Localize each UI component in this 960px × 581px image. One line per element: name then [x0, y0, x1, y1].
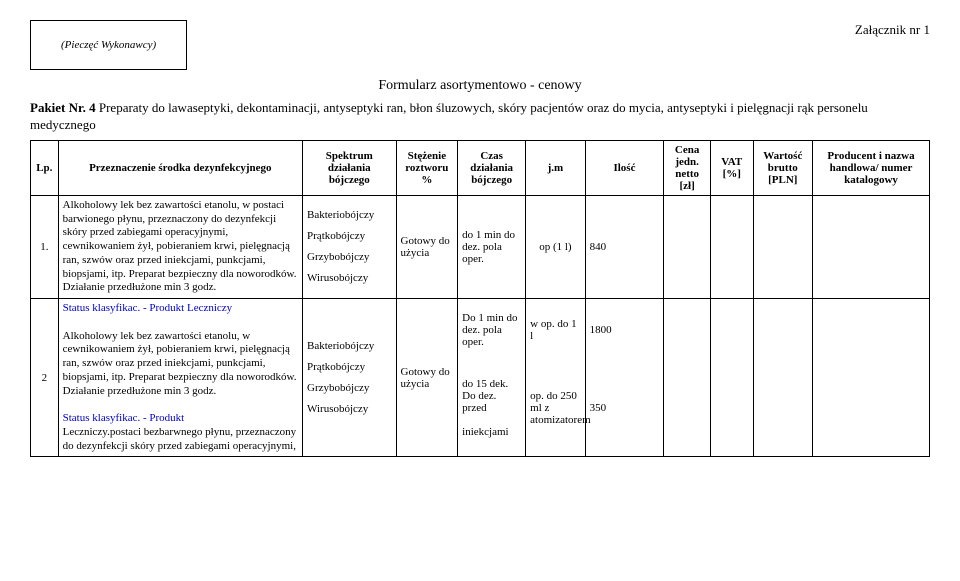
stamp-text: (Pieczęć Wykonawcy): [61, 39, 156, 51]
form-title: Formularz asortymentowo - cenowy: [30, 78, 930, 94]
czas-line: Do dez.: [462, 390, 521, 402]
spectrum-line: Prątkobójczy: [307, 226, 392, 247]
stamp-box: (Pieczęć Wykonawcy): [30, 20, 187, 70]
desc-part: Leczniczy.postaci bezbarwnego płynu, prz…: [63, 426, 297, 452]
price-table: Lp. Przeznaczenie środka dezynfekcyjnego…: [30, 140, 930, 458]
spectrum-line: Bakteriobójczy: [307, 205, 392, 226]
cell-ilosc: 350: [585, 360, 664, 457]
cell-jm: op (1 l): [526, 195, 586, 298]
cell-cena: [664, 195, 711, 298]
package-text: Preparaty do lawaseptyki, dekontaminacji…: [30, 100, 868, 132]
attachment-label: Załącznik nr 1: [855, 22, 930, 38]
status-line: Status klasyfikac. - Produkt Leczniczy: [63, 302, 298, 316]
cell-cena: [664, 299, 711, 457]
th-jm: j.m: [526, 140, 586, 195]
cell-wart: [753, 195, 813, 298]
cell-ilosc: 1800: [585, 299, 664, 361]
czas-line: przed: [462, 402, 521, 414]
status-line: Status klasyfikac. - Produkt: [63, 412, 185, 424]
th-stez: Stężenie roztworu %: [396, 140, 458, 195]
spectrum-line: Bakteriobójczy: [307, 336, 392, 357]
cell-prod: [813, 299, 930, 457]
th-spectrum: Spektrum działania bójczego: [303, 140, 397, 195]
th-wart: Wartość brutto [PLN]: [753, 140, 813, 195]
th-prod: Producent i nazwa handlowa/ numer katalo…: [813, 140, 930, 195]
cell-spectrum: Bakteriobójczy Prątkobójczy Grzybobójczy…: [303, 195, 397, 298]
cell-lp: 2: [31, 299, 59, 457]
cell-stez: Gotowy do użycia: [396, 299, 458, 457]
th-czas: Czas działania bójczego: [458, 140, 526, 195]
table-row: 1. Alkoholowy lek bez zawartości etanolu…: [31, 195, 930, 298]
czas-line: do 15 dek.: [462, 378, 521, 390]
table-row: 2 Status klasyfikac. - Produkt Leczniczy…: [31, 299, 930, 361]
czas-line: iniekcjami: [462, 426, 521, 438]
package-label: Pakiet Nr. 4: [30, 100, 96, 115]
cell-desc: Alkoholowy lek bez zawartości etanolu, w…: [58, 195, 302, 298]
spectrum-line: Wirusobójczy: [307, 268, 392, 289]
cell-jm: w op. do 1 l: [526, 299, 586, 361]
spectrum-line: Grzybobójczy: [307, 378, 392, 399]
cell-vat: [711, 195, 754, 298]
th-lp: Lp.: [31, 140, 59, 195]
desc-part: Alkoholowy lek bez zawartości etanolu, w…: [63, 330, 297, 397]
spectrum-line: Wirusobójczy: [307, 399, 392, 420]
cell-desc: Status klasyfikac. - Produkt Leczniczy A…: [58, 299, 302, 457]
cell-ilosc: 840: [585, 195, 664, 298]
cell-vat: [711, 299, 754, 457]
spectrum-line: Grzybobójczy: [307, 247, 392, 268]
th-vat: VAT [%]: [711, 140, 754, 195]
cell-prod: [813, 195, 930, 298]
cell-czas: do 1 min do dez. pola oper.: [458, 195, 526, 298]
header-row: Lp. Przeznaczenie środka dezynfekcyjnego…: [31, 140, 930, 195]
cell-wart: [753, 299, 813, 457]
cell-czas: do 15 dek. Do dez. przed iniekcjami: [458, 360, 526, 457]
th-desc: Przeznaczenie środka dezynfekcyjnego: [58, 140, 302, 195]
th-cena: Cena jedn. netto [zł]: [664, 140, 711, 195]
cell-czas: Do 1 min do dez. pola oper.: [458, 299, 526, 361]
cell-lp: 1.: [31, 195, 59, 298]
th-ilosc: Ilość: [585, 140, 664, 195]
cell-jm: op. do 250 ml z atomizatorem: [526, 360, 586, 457]
cell-stez: Gotowy do użycia: [396, 195, 458, 298]
package-line: Pakiet Nr. 4 Preparaty do lawaseptyki, d…: [30, 100, 930, 134]
spectrum-line: Prątkobójczy: [307, 357, 392, 378]
cell-spectrum: Bakteriobójczy Prątkobójczy Grzybobójczy…: [303, 299, 397, 457]
